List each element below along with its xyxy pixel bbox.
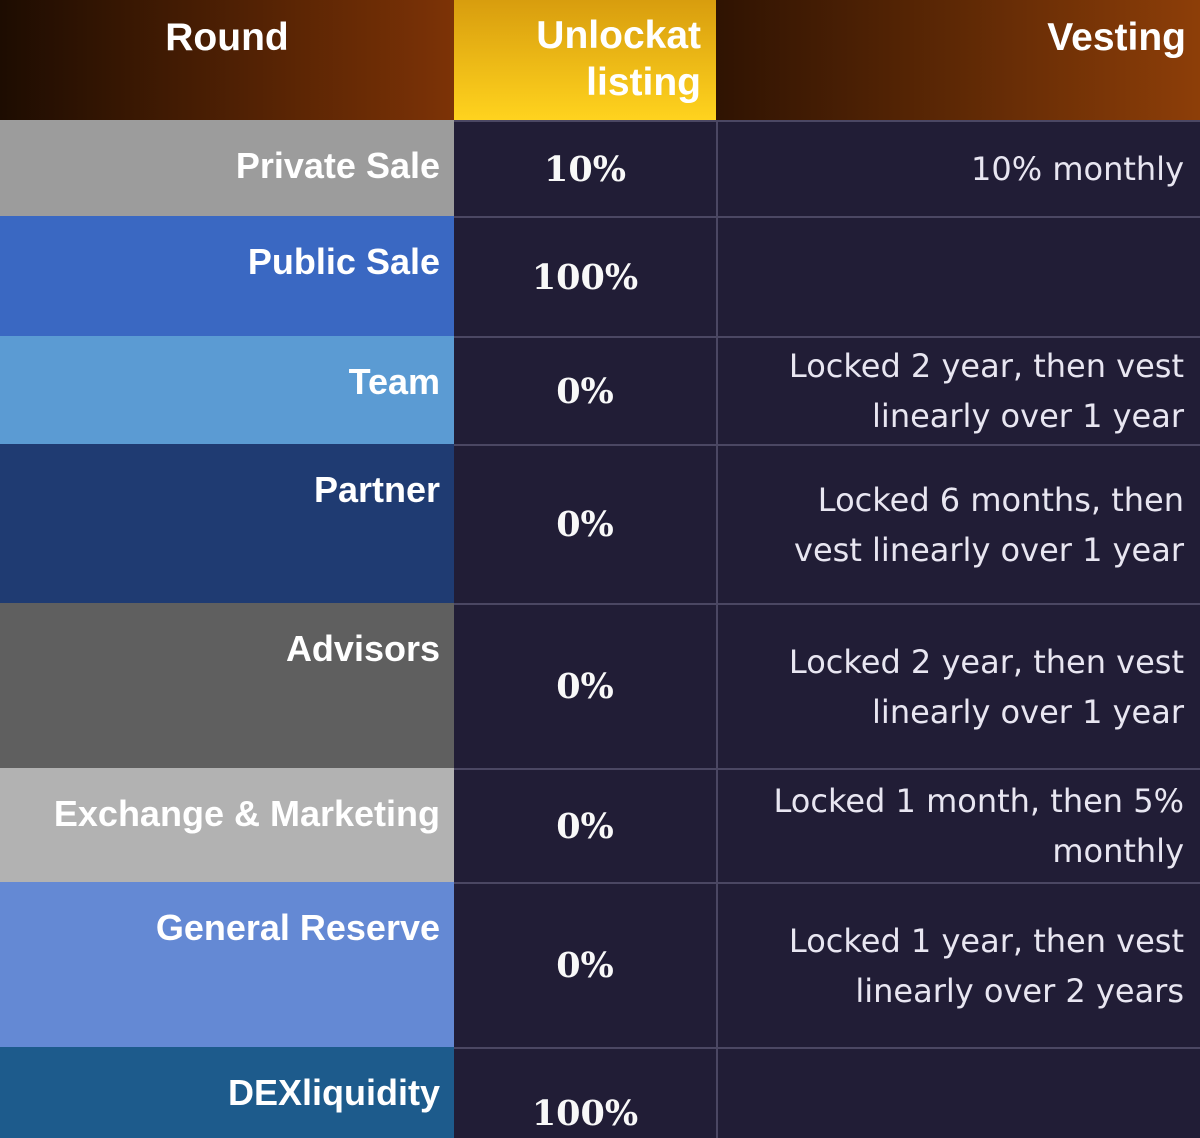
vesting-cell: Locked 6 months, then vest linearly over… — [716, 444, 1200, 603]
round-cell: Public Sale — [0, 216, 454, 336]
unlock-value-cell: 100% — [454, 216, 716, 336]
round-cell: General Reserve — [0, 882, 454, 1047]
round-cell: Private Sale — [0, 120, 454, 216]
vesting-cell — [716, 1047, 1200, 1138]
unlock-value-cell: 0% — [454, 336, 716, 444]
table-row-partner: Partner 0% Locked 6 months, then vest li… — [0, 444, 1200, 603]
unlock-value-cell: 10% — [454, 120, 716, 216]
column-header-unlock-line2: listing — [586, 61, 701, 104]
table-row-team: Team 0% Locked 2 year, then vest linearl… — [0, 336, 1200, 444]
column-header-vesting: Vesting — [716, 0, 1200, 120]
round-cell: Team — [0, 336, 454, 444]
unlock-value-cell: 0% — [454, 444, 716, 603]
unlock-value-cell: 0% — [454, 603, 716, 768]
vesting-cell: Locked 2 year, then vest linearly over 1… — [716, 603, 1200, 768]
round-cell: Advisors — [0, 603, 454, 768]
vesting-cell — [716, 216, 1200, 336]
vesting-cell: Locked 1 year, then vest linearly over 2… — [716, 882, 1200, 1047]
column-header-round: Round — [0, 0, 454, 120]
table-row-exchange-marketing: Exchange & Marketing 0% Locked 1 month, … — [0, 768, 1200, 882]
vesting-cell: Locked 1 month, then 5% monthly — [716, 768, 1200, 882]
column-header-round-label: Round — [165, 16, 289, 59]
unlock-value-cell: 0% — [454, 882, 716, 1047]
vesting-cell: Locked 2 year, then vest linearly over 1… — [716, 336, 1200, 444]
table-row-public-sale: Public Sale 100% — [0, 216, 1200, 336]
round-cell: DEXliquidity — [0, 1047, 454, 1138]
column-header-unlock-at-listing: Unlockat listing — [454, 0, 716, 120]
table-row-dex-liquidity: DEXliquidity 100% — [0, 1047, 1200, 1138]
unlock-value-cell: 100% — [454, 1047, 716, 1138]
round-cell: Exchange & Marketing — [0, 768, 454, 882]
unlock-value-cell: 0% — [454, 768, 716, 882]
table-row-advisors: Advisors 0% Locked 2 year, then vest lin… — [0, 603, 1200, 768]
table-header-row: Round Unlockat listing Vesting — [0, 0, 1200, 120]
round-cell: Partner — [0, 444, 454, 603]
table-row-general-reserve: General Reserve 0% Locked 1 year, then v… — [0, 882, 1200, 1047]
column-header-unlock-line1: Unlockat — [536, 14, 701, 57]
table-row-private-sale: Private Sale 10% 10% monthly — [0, 120, 1200, 216]
column-header-vesting-label: Vesting — [1047, 16, 1186, 59]
vesting-cell: 10% monthly — [716, 120, 1200, 216]
